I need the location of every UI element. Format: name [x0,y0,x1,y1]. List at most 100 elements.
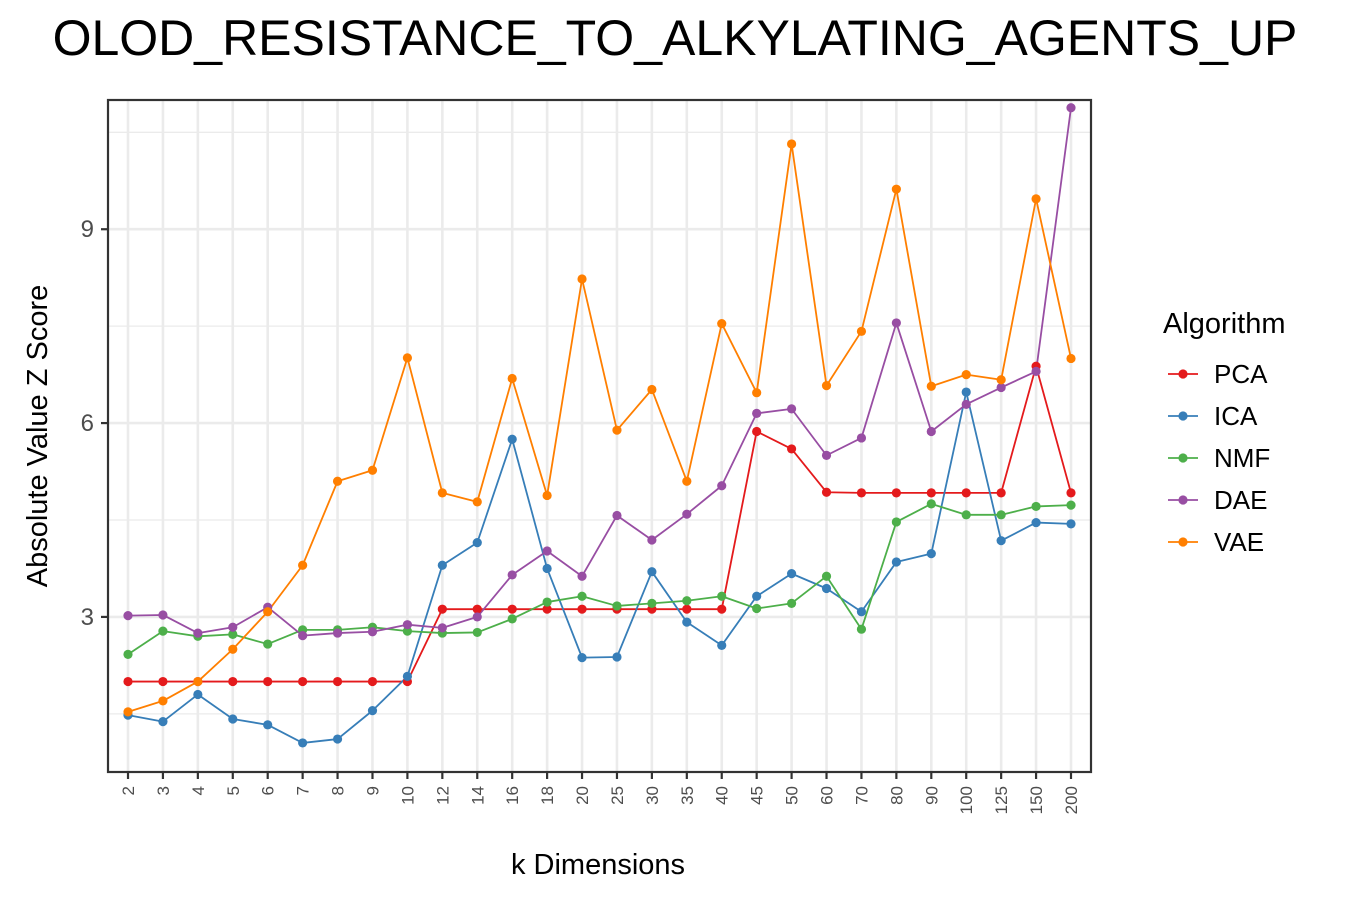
data-point-nmf [682,596,692,606]
legend-label-ica: ICA [1214,401,1258,431]
data-point-dae [193,628,203,638]
data-point-vae [472,497,482,507]
data-point-ica [752,591,762,601]
legend-label-vae: VAE [1214,527,1264,557]
x-tick-label: 150 [1027,786,1046,814]
x-axis-title: k Dimensions [511,849,685,881]
data-point-ica [1066,519,1076,529]
legend-key-point-dae [1178,495,1188,505]
data-point-dae [717,481,727,491]
y-tick-label: 3 [81,604,94,631]
data-point-pca [786,444,797,454]
data-point-ica [682,617,692,627]
data-point-ica [717,640,727,650]
x-tick-label: 7 [294,786,313,795]
data-point-ica [996,536,1006,546]
data-point-vae [891,184,901,194]
series-lines [127,107,1072,744]
x-tick-label: 45 [748,786,767,805]
data-point-dae [786,404,797,414]
data-point-ica [856,607,867,617]
data-point-pca [926,488,936,498]
data-point-ica [891,557,901,567]
data-point-vae [821,381,832,391]
data-point-ica [961,387,971,397]
x-tick-label: 4 [189,786,208,795]
y-tick-label: 6 [81,410,94,437]
data-point-vae [926,381,936,391]
data-point-vae [1031,194,1041,204]
data-point-ica [332,734,343,744]
data-point-dae [228,622,238,632]
data-point-pca [263,676,273,687]
data-point-vae [1066,353,1076,364]
legend-key-point-nmf [1178,453,1188,463]
data-point-ica [542,563,552,574]
x-tick-label: 90 [922,786,941,805]
data-point-dae [402,620,413,630]
data-point-nmf [263,639,273,649]
data-point-pca [961,488,971,498]
data-point-dae [123,611,133,621]
x-tick-label: 18 [538,786,557,805]
data-point-nmf [228,629,238,639]
data-point-ica [821,583,832,594]
data-point-ica [472,538,482,548]
data-point-nmf [1031,501,1041,512]
data-point-vae [961,370,971,380]
data-point-ica [507,434,517,444]
data-point-pca [367,676,378,687]
data-point-dae [298,631,308,641]
data-point-dae [682,509,692,519]
data-point-nmf [402,626,413,636]
x-tick-label: 3 [154,786,173,795]
data-point-nmf [472,627,482,638]
legend-key-point-pca [1178,369,1188,379]
data-point-dae [472,612,482,622]
data-point-ica [647,567,657,577]
data-point-nmf [996,510,1006,520]
data-point-ica [577,653,587,663]
data-point-vae [298,560,308,570]
data-point-ica [367,706,378,716]
data-point-vae [507,373,517,384]
legend-label-pca: PCA [1214,359,1268,389]
data-point-dae [821,450,832,460]
data-point-nmf [786,598,797,608]
data-point-vae [123,707,133,717]
y-axis: 3 6 9 [81,216,108,631]
data-point-vae [786,139,797,149]
data-point-vae [228,644,238,654]
data-point-ica [926,549,936,559]
data-point-nmf [507,614,517,624]
series-points [123,103,1076,748]
data-point-vae [577,274,587,284]
x-tick-label: 2 [119,786,138,795]
data-point-nmf [612,601,622,611]
data-point-vae [542,490,552,501]
data-point-dae [891,318,901,328]
series-line-ica [127,391,1072,744]
plot-panel-border [106,98,1093,774]
data-point-dae [437,623,447,633]
data-point-pca [158,676,168,687]
data-point-vae [193,676,203,687]
data-point-vae [402,353,413,363]
data-point-dae [996,382,1006,393]
data-point-nmf [123,649,133,660]
data-point-ica [1031,517,1041,528]
data-point-vae [612,425,622,435]
data-point-dae [1031,366,1041,376]
data-point-pca [682,604,692,614]
data-point-vae [717,318,727,329]
major-gridlines [108,100,1091,772]
x-tick-label: 6 [259,786,278,795]
data-point-nmf [856,624,867,634]
data-point-pca [1066,488,1076,498]
x-tick-label: 5 [224,786,243,795]
minor-gridlines [108,131,1091,715]
data-point-vae [996,375,1006,385]
series-line-nmf [127,502,1072,656]
data-point-dae [158,610,168,620]
